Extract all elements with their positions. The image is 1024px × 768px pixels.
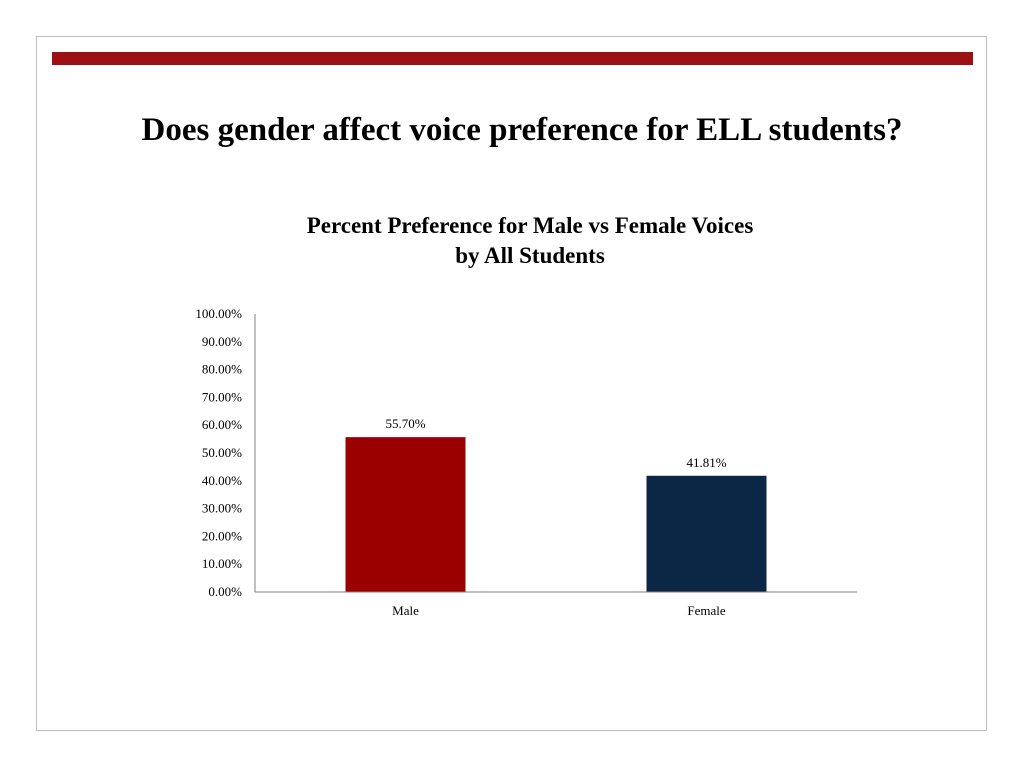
slide-title: Does gender affect voice preference for … [141, 112, 903, 148]
bars: 55.70% 41.81% [345, 416, 767, 592]
accent-bar [52, 52, 973, 65]
y-tick-label: 0.00% [208, 584, 242, 599]
x-tick-label-female: Female [687, 603, 725, 618]
data-label-male: 55.70% [385, 416, 425, 431]
y-tick-label: 40.00% [202, 473, 242, 488]
data-label-female: 41.81% [686, 455, 726, 470]
y-tick-label: 20.00% [202, 528, 242, 543]
slide-frame [36, 36, 987, 731]
chart-title-line1: Percent Preference for Male vs Female Vo… [306, 213, 754, 238]
chart-title-line2: by All Students [455, 243, 605, 268]
x-axis: Male Female [255, 591, 857, 618]
x-tick-label-male: Male [392, 603, 419, 618]
y-tick-label: 50.00% [202, 445, 242, 460]
y-tick-label: 90.00% [202, 334, 242, 349]
y-tick-label: 10.00% [202, 556, 242, 571]
y-tick-label: 80.00% [202, 362, 242, 377]
bar-female [646, 475, 767, 592]
bar-male [345, 437, 466, 592]
y-tick-label: 100.00% [195, 306, 242, 321]
y-axis: 0.00% 10.00% 20.00% 30.00% 40.00% 50.00% 60.00… [195, 306, 256, 599]
y-tick-label: 70.00% [202, 389, 242, 404]
y-tick-label: 30.00% [202, 501, 242, 516]
y-tick-label: 60.00% [202, 417, 242, 432]
chart-title: Percent Preference for Male vs Female Vo… [230, 211, 830, 271]
